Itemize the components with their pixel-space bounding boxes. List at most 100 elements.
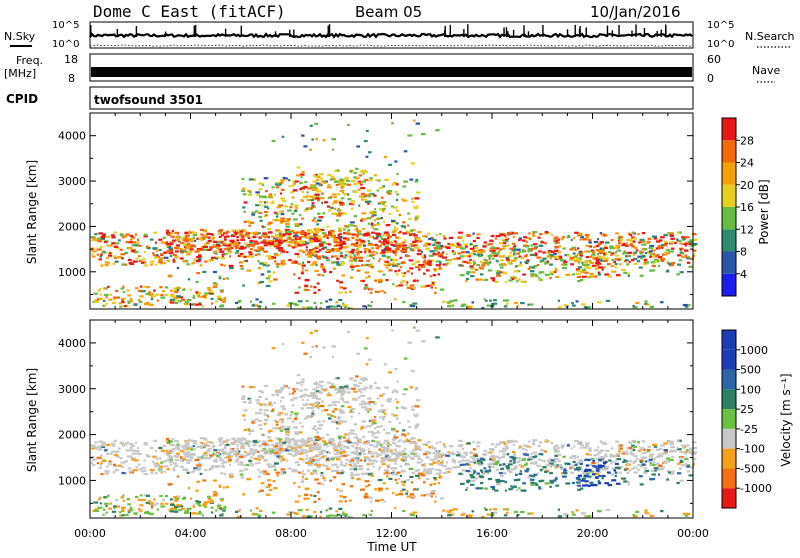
velocity-cell — [372, 462, 375, 464]
power-cell — [519, 251, 521, 253]
velocity-cell — [556, 448, 558, 450]
velocity-cell — [563, 513, 567, 515]
power-cell — [168, 232, 170, 234]
power-cell — [240, 261, 243, 263]
velocity-cell — [411, 370, 415, 372]
power-cell — [324, 201, 328, 203]
power-cell — [500, 259, 504, 261]
velocity-cell — [428, 451, 431, 453]
power-cell — [452, 250, 454, 252]
velocity-cell — [308, 415, 312, 417]
power-cell — [528, 268, 531, 270]
power-cell — [528, 248, 531, 250]
power-cell — [311, 138, 314, 140]
power-cell — [514, 232, 518, 234]
velocity-cell — [304, 494, 308, 496]
velocity-cell — [152, 456, 155, 458]
velocity-cell — [361, 426, 364, 428]
power-cell — [307, 199, 311, 201]
velocity-cell — [253, 440, 257, 442]
velocity-cell — [167, 458, 170, 460]
power-cell — [176, 239, 180, 241]
power-cell — [308, 229, 313, 231]
power-cell — [404, 272, 406, 274]
power-cell — [194, 240, 196, 242]
velocity-cell — [630, 451, 633, 453]
power-cell — [109, 294, 112, 296]
power-cell — [338, 227, 343, 229]
velocity-cell — [241, 386, 244, 388]
power-cell — [239, 234, 244, 236]
power-cell — [277, 247, 280, 249]
power-cell — [350, 277, 353, 279]
velocity-cell — [661, 452, 664, 454]
power-cell — [104, 264, 108, 266]
velocity-cell — [218, 441, 221, 443]
power-cell — [240, 246, 244, 248]
power-cell — [395, 248, 399, 250]
velocity-cell — [170, 508, 175, 510]
power-cell — [589, 273, 593, 275]
colorbar-swatch — [722, 229, 736, 251]
velocity-cell — [349, 461, 352, 463]
power-cell — [690, 245, 692, 247]
power-cell — [598, 266, 603, 268]
power-cell — [351, 243, 356, 245]
velocity-cell — [255, 462, 258, 464]
power-cell — [328, 184, 331, 186]
power-cell — [331, 176, 335, 178]
power-cell — [229, 265, 234, 267]
velocity-cell — [188, 459, 193, 461]
power-cell — [402, 232, 405, 234]
velocity-cell — [357, 462, 360, 464]
velocity-cell — [540, 450, 544, 452]
power-cell — [294, 223, 299, 225]
power-cell — [313, 188, 318, 190]
velocity-cell — [141, 499, 146, 501]
power-cell — [244, 230, 247, 232]
power-cell — [600, 248, 602, 250]
velocity-cell — [340, 454, 342, 456]
velocity-cell — [432, 452, 435, 454]
velocity-cell — [115, 499, 118, 501]
velocity-cell — [299, 431, 303, 433]
power-cell — [151, 293, 154, 295]
velocity-cell — [236, 444, 239, 446]
velocity-cell — [444, 446, 447, 448]
velocity-cell — [158, 447, 162, 449]
velocity-cell — [175, 465, 179, 467]
power-cell — [503, 255, 506, 257]
velocity-cell — [326, 465, 329, 467]
power-cell — [395, 285, 398, 287]
nsky-trace — [90, 24, 693, 46]
velocity-cell — [300, 381, 305, 383]
velocity-cell — [414, 405, 419, 407]
velocity-cell — [301, 384, 303, 386]
velocity-cell — [248, 402, 252, 404]
power-cell — [196, 272, 200, 274]
power-cell — [527, 250, 530, 252]
power-cell — [342, 241, 345, 243]
velocity-cell — [424, 468, 427, 470]
power-cell — [187, 239, 189, 241]
power-cell — [524, 261, 529, 263]
velocity-cell — [212, 446, 214, 448]
velocity-cell — [345, 463, 348, 465]
velocity-cell — [180, 456, 183, 458]
power-cell — [306, 300, 309, 302]
velocity-cell — [343, 465, 347, 467]
power-cell — [520, 302, 525, 304]
velocity-cell — [231, 438, 235, 440]
power-cell — [376, 247, 380, 249]
power-cell — [114, 246, 118, 248]
power-cell — [356, 248, 358, 250]
velocity-cell — [154, 465, 158, 467]
power-cell — [312, 248, 315, 250]
power-cell — [377, 189, 379, 191]
velocity-cell — [371, 452, 374, 454]
velocity-scatter-data — [90, 327, 697, 519]
power-cell — [158, 239, 162, 241]
velocity-cell — [343, 496, 347, 498]
velocity-cell — [487, 452, 489, 454]
power-cell — [231, 229, 235, 231]
